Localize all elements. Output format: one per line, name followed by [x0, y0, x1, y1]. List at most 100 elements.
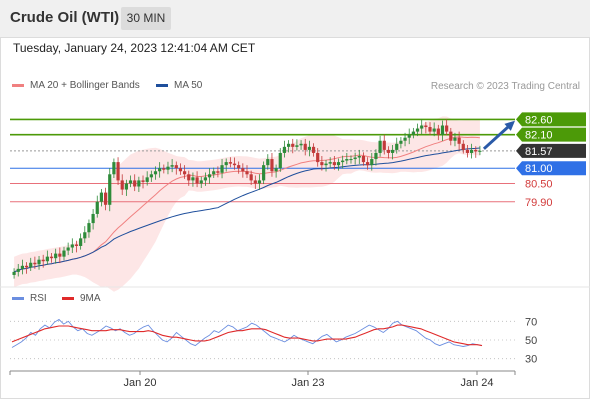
candle-body: [149, 174, 153, 178]
candle-body: [407, 134, 411, 138]
level-tag-81.57: [516, 143, 586, 158]
candle-body: [357, 156, 361, 158]
candle-body: [87, 223, 91, 233]
level-tag-82.10: [516, 127, 586, 142]
candle-body: [153, 171, 158, 175]
candle-body: [162, 168, 166, 170]
candle-body: [166, 166, 170, 170]
level-label-82.60: 82.60: [525, 114, 553, 126]
candle-body: [474, 149, 478, 152]
level-tag-82.60: [516, 112, 586, 127]
candle-body: [145, 177, 149, 182]
candle-body: [120, 180, 124, 190]
candle-body: [203, 177, 208, 181]
candle-body: [95, 201, 99, 214]
rsi-tick-30: 30: [525, 354, 537, 366]
candle-body: [37, 259, 41, 265]
candle-body: [461, 143, 465, 150]
candle-body: [54, 253, 58, 259]
timeframe-button[interactable]: 30 MIN: [121, 7, 171, 30]
candle-body: [436, 128, 440, 135]
legend-rsi: RSI: [12, 293, 47, 304]
candle-body: [282, 146, 287, 153]
forecast-arrowhead: [504, 120, 515, 131]
candle-body: [183, 171, 187, 175]
candle-body: [66, 247, 70, 251]
bollinger-band: [14, 116, 480, 292]
candle-body: [220, 165, 224, 173]
level-label-81.57: 81.57: [525, 146, 553, 158]
candle-body: [112, 162, 116, 175]
candle-body: [386, 149, 391, 153]
level-label-81.00: 81.00: [525, 163, 553, 175]
candle-body: [465, 149, 470, 153]
candle-body: [133, 180, 137, 187]
candle-body: [378, 140, 382, 153]
candle-body: [257, 180, 262, 184]
candle-body: [241, 168, 245, 172]
candle-body: [278, 152, 282, 169]
candle-body: [316, 152, 320, 163]
legend-rsi-ma-label: 9MA: [80, 293, 101, 304]
candle-body: [91, 213, 95, 224]
candle-body: [45, 256, 49, 262]
candle-body: [341, 160, 345, 163]
candle-body: [295, 145, 299, 147]
candle-body: [336, 162, 341, 166]
candle-body: [345, 159, 349, 161]
candle-body: [79, 238, 83, 246]
candle-body: [270, 159, 274, 172]
rsi-line: [11, 318, 483, 348]
candle-body: [382, 140, 386, 150]
candle-body: [212, 171, 216, 175]
rsi-tick-70: 70: [525, 316, 537, 328]
candle-body: [307, 146, 311, 150]
header-bar: Crude Oil (WTI) 30 MIN: [0, 0, 590, 38]
candle-body: [274, 168, 278, 172]
candle-body: [415, 128, 420, 132]
rsi-ma-line: [11, 324, 483, 347]
credit-text: Research © 2023 Trading Central: [430, 81, 580, 92]
candle-body: [361, 156, 366, 163]
candle-body: [187, 174, 191, 181]
timestamp: Tuesday, January 24, 2023 12:41:04 AM CE…: [13, 41, 256, 55]
candle-body: [216, 171, 220, 173]
candle-body: [124, 183, 128, 190]
candle-body: [470, 149, 474, 153]
candle-body: [395, 143, 399, 150]
candle-body: [262, 165, 266, 181]
candle-body: [399, 140, 403, 144]
candle-body: [195, 177, 199, 184]
rsi-swatch: [12, 296, 24, 300]
legend-rsi-label: RSI: [30, 293, 47, 304]
candle-body: [232, 163, 237, 166]
candle-body: [33, 262, 37, 265]
candle-body: [41, 259, 45, 262]
candle-body: [299, 143, 303, 146]
level-tag-81.00: [516, 161, 586, 176]
candle-body: [16, 268, 20, 272]
candle-body: [116, 162, 120, 181]
candle-body: [178, 168, 183, 172]
rsi-tick-50: 50: [525, 335, 537, 347]
candle-body: [137, 180, 141, 187]
candle-body: [62, 250, 66, 257]
candle-body: [353, 157, 357, 160]
candle-body: [440, 125, 445, 135]
legend-ma20-label: MA 20 + Bollinger Bands: [30, 80, 140, 91]
x-tick-label: Jan 24: [460, 377, 493, 389]
ma50-line: [13, 147, 480, 273]
candle-body: [20, 265, 24, 269]
candle-body: [457, 137, 461, 144]
candle-body: [174, 165, 178, 169]
ma50-swatch: [156, 83, 168, 87]
candle-body: [478, 150, 482, 152]
candle-body: [74, 244, 79, 246]
candle-body: [432, 128, 436, 132]
rsi-ma-swatch: [62, 296, 74, 300]
candle-body: [445, 125, 449, 132]
candle-body: [83, 232, 87, 239]
candle-body: [374, 152, 378, 160]
candle-body: [24, 265, 29, 268]
candle-body: [12, 271, 16, 275]
